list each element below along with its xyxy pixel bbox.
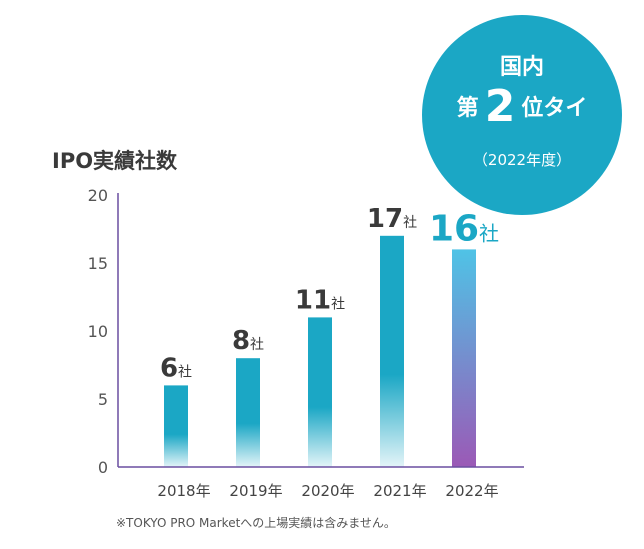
bar	[308, 317, 332, 467]
data-label-value: 6	[160, 353, 178, 383]
badge-line2: 第 2 位タイ	[422, 81, 622, 132]
y-tick-label: 20	[88, 186, 108, 205]
badge-line1: 国内	[499, 55, 544, 80]
chart-title: IPO実績社数	[52, 149, 178, 173]
y-tick-label: 5	[98, 390, 108, 409]
x-tick-label: 2018年	[157, 482, 210, 500]
x-tick-label: 2021年	[373, 482, 426, 500]
data-label-value: 17	[367, 204, 403, 234]
data-label-value: 8	[232, 326, 250, 356]
bar	[380, 235, 404, 467]
data-label: 11社	[295, 285, 345, 315]
data-label-unit: 社	[178, 364, 192, 380]
badge-line2-prefix: 第	[456, 96, 479, 121]
y-tick-label: 10	[88, 322, 108, 341]
x-tick-label: 2019年	[229, 482, 282, 500]
badge-rank-number: 2	[484, 81, 516, 132]
bar	[452, 249, 476, 467]
data-label: 6社	[160, 353, 192, 383]
x-tick-label: 2022年	[445, 482, 498, 500]
bar	[164, 385, 188, 467]
y-tick-label: 15	[88, 254, 108, 273]
data-label-value: 16	[429, 208, 479, 249]
data-label: 8社	[232, 326, 264, 356]
bar	[236, 358, 260, 467]
x-tick-label: 2020年	[301, 482, 354, 500]
footnote: ※TOKYO PRO Marketへの上場実績は含みません。	[116, 516, 396, 530]
y-tick-label: 0	[98, 458, 108, 477]
data-label-unit: 社	[403, 215, 417, 231]
data-label-unit: 社	[250, 337, 264, 353]
badge-line3: （2022年度）	[472, 151, 572, 169]
data-label: 17社	[367, 204, 417, 234]
ranking-badge: 国内 第 2 位タイ （2022年度）	[422, 15, 622, 215]
data-label-value: 11	[295, 285, 331, 315]
data-label-unit: 社	[331, 296, 345, 312]
data-label: 16社	[429, 208, 499, 249]
badge-line2-suffix: 位タイ	[521, 96, 588, 121]
data-label-unit: 社	[479, 221, 499, 245]
